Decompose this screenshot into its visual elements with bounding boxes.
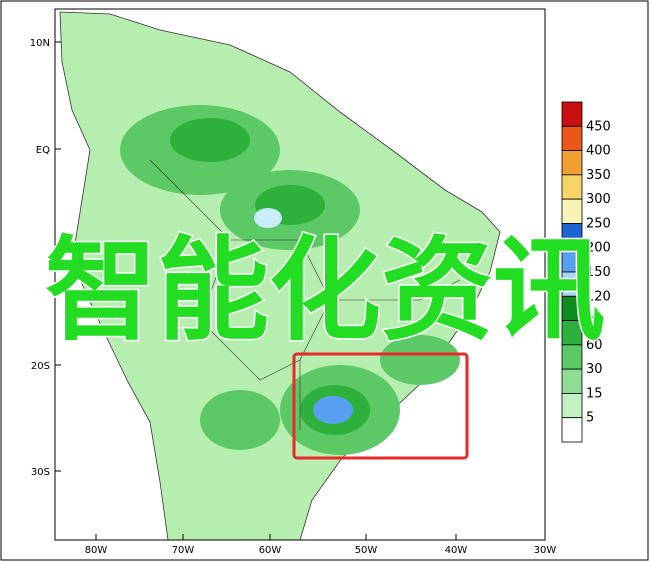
lat-label: 10N <box>30 38 50 49</box>
colorbar-box <box>561 417 583 443</box>
peak-rain <box>313 396 353 424</box>
lat-label: 20S <box>31 361 50 372</box>
overlay-text: 智能化资讯 <box>45 226 605 356</box>
lon-label: 30W <box>534 545 557 556</box>
lat-label: 30S <box>31 467 50 478</box>
colorbar-label: 5 <box>586 411 594 426</box>
colorbar-label: 90 <box>586 314 603 329</box>
colorbar-box <box>561 125 583 151</box>
lon-label: 50W <box>355 545 378 556</box>
map-frame <box>54 8 546 541</box>
colorbar-label: 15 <box>586 386 603 401</box>
colorbar-label: 120 <box>586 289 611 304</box>
colorbar-label: 60 <box>586 338 603 353</box>
axes: 10N EQ 20S 30S 80W 70W 60W 50W 40W 30W <box>30 38 557 556</box>
borders <box>149 159 461 430</box>
colorbar-label: 30 <box>586 362 603 377</box>
colorbar-label: 400 <box>586 144 611 159</box>
lake <box>254 208 282 228</box>
colorbar-box <box>561 368 583 394</box>
colorbar-label: 200 <box>586 241 611 256</box>
colorbar-box <box>561 393 583 419</box>
lat-label: EQ <box>36 145 50 156</box>
colorbar: 450 400 350 300 250 200 150 120 90 60 30 15 5 <box>561 101 611 443</box>
colorbar-label: 450 <box>586 119 611 134</box>
lon-label: 80W <box>85 545 108 556</box>
colorbar-box <box>561 101 583 127</box>
colorbar-box <box>561 150 583 176</box>
colorbar-label: 300 <box>586 192 611 207</box>
colorbar-label: 250 <box>586 216 611 231</box>
colorbar-label: 350 <box>586 168 611 183</box>
map-panel <box>54 8 546 541</box>
colorbar-box <box>561 174 583 200</box>
colorbar-box <box>561 198 583 224</box>
lon-label: 70W <box>172 545 195 556</box>
lon-label: 60W <box>259 545 282 556</box>
highlight-box <box>292 352 469 460</box>
lon-label: 40W <box>445 545 468 556</box>
colorbar-label: 150 <box>586 265 611 280</box>
